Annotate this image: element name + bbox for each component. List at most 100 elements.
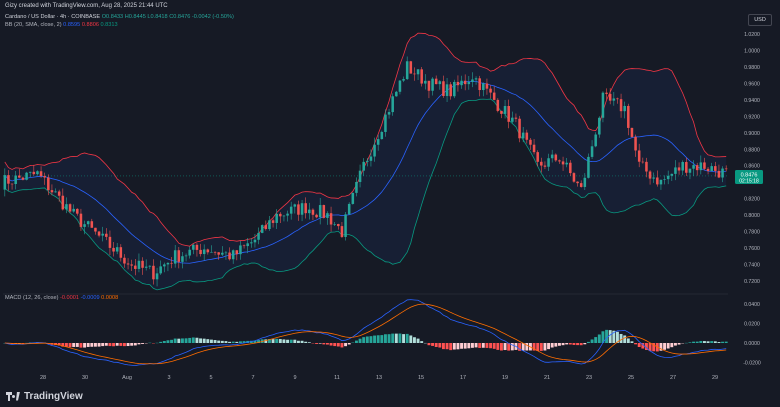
macd-hist-bar [427,343,431,346]
macd-hist-bar [141,343,145,344]
chart-credit: Gizy created with TradingView.com, Aug 2… [5,3,168,9]
macd-hist-value: 0.0008 [101,295,119,301]
signal-line [4,303,727,365]
candle [449,84,452,97]
macd-hist-bar [648,343,652,352]
macd-signal-value: -0.0009 [80,295,100,301]
candle [134,265,137,269]
macd-hist-bar [365,336,369,343]
candle [453,81,456,97]
time-tick-label: 27 [670,375,676,381]
macd-hist-bar [688,342,692,343]
candle [391,96,394,113]
macd-hist-bar [710,341,714,343]
macd-hist-bar [271,339,275,343]
candle [634,136,637,151]
macd-hist-bar [336,343,340,347]
candle [253,239,257,243]
macd-hist-bar [344,343,348,347]
candle [666,175,670,180]
macd-hist-bar [420,341,424,343]
macd-hist-bar [202,338,206,343]
bb-lower-value: 0.8313 [100,22,118,28]
candle [97,231,101,236]
macd-hist-bar [398,333,402,343]
macd-hist-bar [228,341,232,343]
candle [57,191,61,196]
candle [217,252,220,255]
macd-hist-bar [267,338,271,343]
time-tick-label: 23 [586,375,592,381]
macd-hist-bar [253,340,257,343]
candle [68,204,72,212]
candle [148,265,152,267]
macd-hist-bar [191,337,195,343]
bb-label[interactable]: BB (20, SMA, close, 2) [5,22,62,28]
macd-hist-bar [695,341,699,343]
tradingview-brand[interactable]: TradingView [6,389,83,403]
candle [83,224,86,227]
macd-hist-bar [659,343,663,351]
time-axis[interactable]: 28 30 Aug 3 5 7 9 11 13 15 17 19 21 23 25 27 29 [40,375,718,381]
candle [532,144,536,153]
macd-hist-bar [579,343,583,346]
candle [108,236,112,248]
price-tick-label: 0.8200 [744,197,760,203]
candle [333,224,336,225]
candle [583,177,587,187]
macd-hist-bar [594,337,598,343]
price-tag-countdown: 02:15:18 [739,179,759,185]
candle [231,250,235,260]
macd-hist-bar [474,343,478,348]
candle [54,191,57,193]
candle [590,146,594,157]
candle [601,92,605,118]
candle [304,203,307,214]
candle [405,61,409,80]
macd-hist-bar [130,343,134,346]
symbol-label[interactable]: Cardano / US Dollar · 4h · COINBASE [5,14,101,20]
time-tick-label: 21 [544,375,550,381]
macd-hist-bar [315,343,319,344]
candle [61,195,65,210]
candle [311,209,315,215]
macd-hist-bar [257,340,261,343]
macd-hist-bar [702,341,706,343]
price-tick-label: 0.7800 [744,230,760,236]
candle [126,263,130,265]
candle [268,220,271,230]
macd-tick-label: 0.0200 [744,322,760,328]
price-axis[interactable]: 1.0200 1.0000 0.9800 0.9600 0.9400 0.9200 0.90… [744,32,760,285]
candle [518,118,521,139]
candle [547,158,550,167]
macd-hist-bar [209,339,213,343]
macd-hist-bar [220,340,224,343]
candle [340,226,344,237]
macd-hist-bar [412,337,416,343]
macd-hist-bar [499,343,503,351]
candle [706,168,710,172]
macd-label[interactable]: MACD (12, 26, close) [5,295,59,301]
macd-hist-bar [677,343,681,345]
price-tag: 0.8476 02:15:18 [735,170,763,185]
macd-hist-bar [304,341,308,343]
macd-hist-bar [409,335,413,343]
candle [257,232,260,240]
price-tick-label: 0.8800 [744,147,760,153]
candle [598,117,601,135]
candle [529,139,532,145]
macd-hist-bar [242,341,246,343]
candle [540,161,543,166]
macd-hist-bar [383,334,387,343]
macd-hist-bar [358,338,362,343]
candle [101,233,104,236]
candle [561,161,565,165]
candle [431,78,434,91]
macd-hist-bar [61,343,65,347]
candle [221,252,224,255]
currency-button[interactable]: USD [748,14,772,26]
candle [387,112,391,115]
price-tick-label: 0.9800 [744,65,760,71]
macd-hist-bar [75,343,79,347]
